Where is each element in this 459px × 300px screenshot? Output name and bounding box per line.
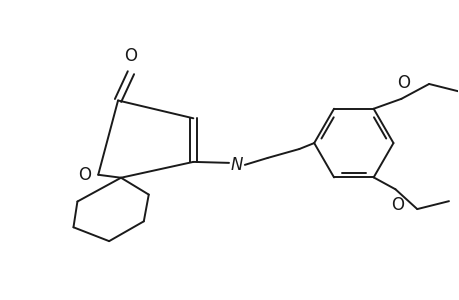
- Text: N: N: [230, 156, 243, 174]
- Text: O: O: [124, 47, 137, 65]
- Text: O: O: [78, 166, 91, 184]
- Text: O: O: [390, 196, 403, 214]
- Text: O: O: [396, 74, 409, 92]
